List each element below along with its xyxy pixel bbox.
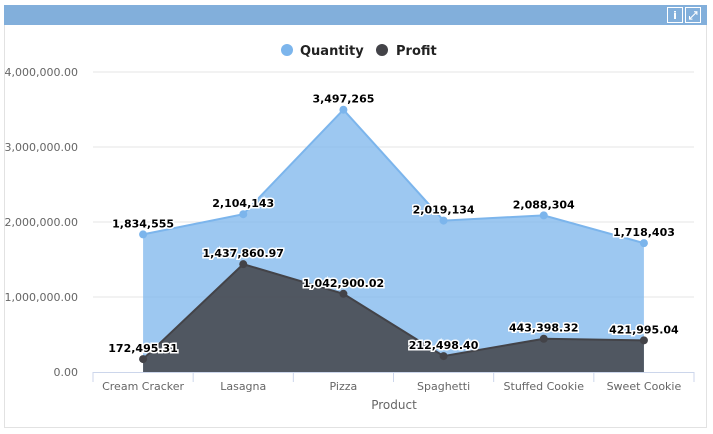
point-quantity	[239, 210, 248, 219]
y-tick-label: 1,000,000.00	[5, 291, 78, 304]
data-label: 1,042,900.02	[303, 277, 384, 290]
point-quantity	[439, 216, 448, 225]
data-label: 2,104,143	[212, 197, 274, 210]
x-tick-label: Cream Cracker	[102, 380, 184, 393]
point-quantity	[339, 105, 348, 114]
point-quantity	[639, 239, 648, 248]
data-label: 172,495.31	[108, 342, 178, 355]
legend-profit[interactable]: Profit	[396, 44, 437, 59]
expand-icon[interactable]: ⤢	[685, 7, 701, 23]
area-profit	[143, 264, 644, 372]
point-profit	[339, 289, 348, 298]
point-profit	[639, 336, 648, 345]
y-tick-label: 0.00	[54, 366, 79, 379]
x-tick-label: Lasagna	[220, 380, 266, 393]
point-profit	[539, 334, 548, 343]
data-label: 212,498.40	[409, 339, 479, 352]
data-label: 3,497,265	[312, 93, 374, 106]
data-label: 2,088,304	[513, 198, 575, 211]
widget-header: i ⤢	[4, 5, 707, 25]
chart-panel	[4, 25, 707, 428]
point-quantity	[539, 211, 548, 220]
y-tick-label: 4,000,000.00	[5, 66, 78, 79]
data-label: 1,718,403	[613, 226, 675, 239]
data-label: 1,437,860.97	[203, 247, 284, 260]
y-tick-label: 3,000,000.00	[5, 141, 78, 154]
point-profit	[439, 352, 448, 361]
info-icon[interactable]: i	[667, 7, 683, 23]
point-profit	[239, 260, 248, 269]
data-label: 443,398.32	[509, 322, 579, 335]
point-quantity	[139, 230, 148, 239]
x-tick-label: Pizza	[330, 380, 358, 393]
data-label: 421,995.04	[609, 323, 679, 336]
line-quantity	[142, 108, 645, 245]
legend-quantity-marker[interactable]	[281, 44, 293, 56]
y-tick-label: 2,000,000.00	[5, 216, 78, 229]
line-profit	[142, 263, 644, 360]
legend-quantity[interactable]: Quantity	[300, 44, 364, 59]
point-profit	[139, 355, 148, 364]
data-label: 1,834,555	[112, 217, 174, 230]
x-axis-title: Product	[371, 398, 417, 412]
legend-profit-marker[interactable]	[376, 44, 388, 56]
x-tick-label: Stuffed Cookie	[504, 380, 585, 393]
x-tick-label: Spaghetti	[417, 380, 470, 393]
legend: Quantity Profit	[281, 44, 437, 59]
data-label: 2,019,134	[413, 204, 475, 217]
x-tick-label: Sweet Cookie	[607, 380, 682, 393]
